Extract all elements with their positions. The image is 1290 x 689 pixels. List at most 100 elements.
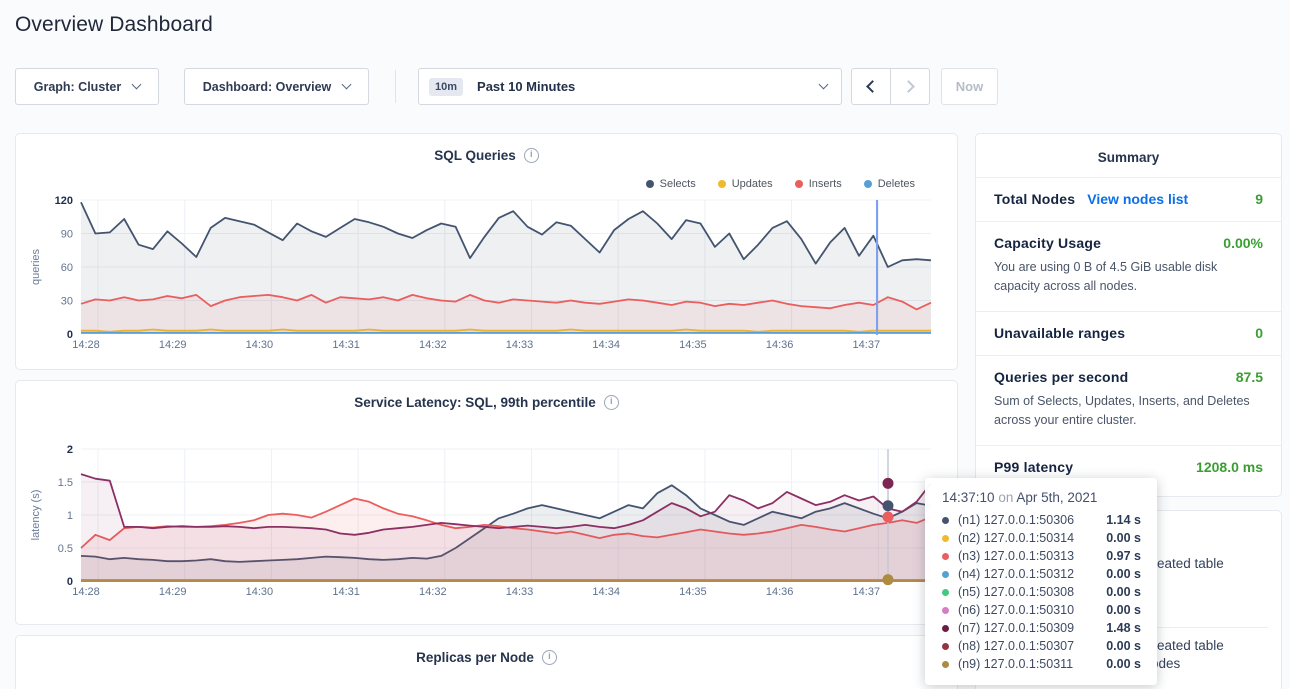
svg-text:14:32: 14:32: [419, 339, 447, 351]
event-item-fragment: eated table: [1157, 556, 1224, 571]
tooltip-node-label: (n3) 127.0.0.1:50313: [958, 549, 1075, 563]
service-latency-chart[interactable]: 14:28 14:29 14:30 14:31 14:32 14:33 14:34 14:35…: [16, 381, 959, 626]
tooltip-node-row: (n8) 127.0.0.1:50307 0.00 s: [942, 637, 1141, 655]
svg-text:120: 120: [55, 195, 73, 207]
svg-text:latency (s): latency (s): [30, 490, 42, 541]
svg-text:14:34: 14:34: [592, 586, 620, 598]
tooltip-node-row: (n4) 127.0.0.1:50312 0.00 s: [942, 565, 1141, 583]
tooltip-node-label: (n4) 127.0.0.1:50312: [958, 567, 1075, 581]
chevron-down-icon: [818, 79, 829, 90]
svg-text:1: 1: [67, 510, 73, 522]
tooltip-node-row: (n1) 127.0.0.1:50306 1.14 s: [942, 511, 1141, 529]
now-button-disabled[interactable]: Now: [941, 68, 998, 105]
dashboard-dropdown[interactable]: Dashboard: Overview: [184, 68, 369, 105]
tooltip-node-label: (n8) 127.0.0.1:50307: [958, 639, 1075, 653]
legend-label: Deletes: [877, 178, 915, 190]
tooltip-node-value: 0.00 s: [1106, 531, 1141, 545]
page-title: Overview Dashboard: [15, 13, 213, 36]
tooltip-node-row: (n6) 127.0.0.1:50310 0.00 s: [942, 601, 1141, 619]
sql-queries-chart[interactable]: 14:28 14:29 14:30 14:31 14:32 14:33 14:34 14:35…: [16, 134, 959, 371]
dashboard-label: Dashboard: Overview: [202, 79, 332, 94]
tooltip-node-value: 0.00 s: [1106, 585, 1141, 599]
summary-row-unavailable-ranges: Unavailable ranges 0: [976, 310, 1281, 355]
legend-label: Selects: [659, 178, 696, 190]
total-nodes-label: Total Nodes: [994, 191, 1076, 207]
graph-scope-label: Graph: Cluster: [33, 79, 122, 94]
svg-text:60: 60: [61, 262, 73, 274]
tooltip-node-row: (n7) 127.0.0.1:50309 1.48 s: [942, 619, 1141, 637]
graph-scope-dropdown[interactable]: Graph: Cluster: [15, 68, 159, 105]
svg-text:14:31: 14:31: [332, 586, 360, 598]
capacity-usage-desc: You are using 0 B of 4.5 GiB usable disk…: [994, 260, 1218, 294]
tooltip-node-row: (n9) 127.0.0.1:50311 0.00 s: [942, 655, 1141, 673]
tooltip-node-value: 1.48 s: [1106, 621, 1141, 635]
time-next-button-disabled[interactable]: [890, 68, 930, 105]
tooltip-node-label: (n1) 127.0.0.1:50306: [958, 513, 1075, 527]
tooltip-node-row: (n5) 127.0.0.1:50308 0.00 s: [942, 583, 1141, 601]
now-button-label: Now: [955, 79, 984, 94]
time-range-select[interactable]: 10m Past 10 Minutes: [418, 68, 842, 105]
p99-latency-label: P99 latency: [994, 458, 1074, 475]
svg-text:14:35: 14:35: [679, 586, 707, 598]
summary-row-total-nodes: Total Nodes View nodes list 9: [976, 177, 1281, 221]
node-color-dot-icon: [942, 588, 949, 596]
summary-panel: Summary Total Nodes View nodes list 9 Ca…: [975, 133, 1282, 497]
unavailable-ranges-value: 0: [1255, 324, 1263, 341]
event-item-fragment: eated table: [1157, 638, 1224, 653]
svg-text:1.5: 1.5: [58, 477, 73, 489]
chart-hover-tooltip: 14:37:10 on Apr 5th, 2021 (n1) 127.0.0.1…: [925, 478, 1157, 685]
tooltip-time: 14:37:10: [942, 490, 995, 505]
replicas-per-node-panel: Replicas per Node i: [15, 635, 958, 689]
time-range-label: Past 10 Minutes: [477, 79, 576, 94]
tooltip-node-label: (n2) 127.0.0.1:50314: [958, 531, 1075, 545]
summary-row-capacity: Capacity Usage 0.00% You are using 0 B o…: [976, 221, 1281, 311]
tooltip-node-label: (n6) 127.0.0.1:50310: [958, 603, 1075, 617]
info-icon[interactable]: i: [541, 650, 557, 665]
node-color-dot-icon: [942, 660, 949, 668]
chevron-down-icon: [341, 79, 352, 90]
svg-text:14:36: 14:36: [766, 586, 794, 598]
tooltip-rows: (n1) 127.0.0.1:50306 1.14 s (n2) 127.0.0.1…: [942, 511, 1141, 673]
svg-text:14:33: 14:33: [506, 586, 534, 598]
tooltip-node-value: 0.97 s: [1106, 549, 1141, 563]
legend-item-deletes: Deletes: [863, 178, 915, 190]
svg-text:14:36: 14:36: [766, 339, 794, 351]
tooltip-node-value: 0.00 s: [1106, 639, 1141, 653]
time-prev-button[interactable]: [851, 68, 891, 105]
view-nodes-list-link[interactable]: View nodes list: [1087, 191, 1189, 207]
tooltip-node-value: 0.00 s: [1106, 603, 1141, 617]
tooltip-node-row: (n3) 127.0.0.1:50313 0.97 s: [942, 547, 1141, 565]
qps-value: 87.5: [1235, 368, 1263, 385]
tooltip-node-value: 1.14 s: [1106, 513, 1141, 527]
legend-item-selects: Selects: [645, 178, 696, 190]
legend-label: Updates: [731, 178, 773, 190]
node-color-dot-icon: [942, 516, 949, 524]
svg-text:14:31: 14:31: [332, 339, 360, 351]
tooltip-node-label: (n7) 127.0.0.1:50309: [958, 621, 1075, 635]
svg-text:2: 2: [67, 444, 73, 456]
summary-heading: Summary: [1097, 150, 1160, 165]
chevron-down-icon: [131, 79, 142, 90]
svg-text:14:33: 14:33: [506, 339, 534, 351]
service-latency-title: Service Latency: SQL, 99th percentile: [354, 395, 596, 410]
legend-dot-icon: [717, 180, 726, 188]
svg-text:0: 0: [67, 576, 73, 588]
qps-desc: Sum of Selects, Updates, Inserts, and De…: [994, 393, 1250, 428]
svg-text:14:37: 14:37: [853, 339, 881, 351]
tooltip-node-row: (n2) 127.0.0.1:50314 0.00 s: [942, 529, 1141, 547]
svg-text:queries: queries: [30, 248, 42, 285]
svg-text:14:30: 14:30: [246, 339, 274, 351]
svg-text:14:29: 14:29: [159, 586, 187, 598]
replicas-per-node-title: Replicas per Node: [416, 650, 534, 665]
summary-row-qps: Queries per second 87.5 Sum of Selects, …: [976, 354, 1281, 445]
time-range-badge: 10m: [429, 77, 464, 96]
info-icon[interactable]: i: [603, 395, 619, 410]
capacity-usage-label: Capacity Usage: [994, 235, 1102, 251]
info-icon[interactable]: i: [523, 148, 539, 163]
summary-row-p99: P99 latency 1208.0 ms: [976, 444, 1281, 489]
svg-text:14:29: 14:29: [159, 339, 187, 351]
chevron-right-icon: [902, 80, 915, 93]
svg-text:14:34: 14:34: [592, 339, 620, 351]
node-color-dot-icon: [942, 534, 949, 542]
